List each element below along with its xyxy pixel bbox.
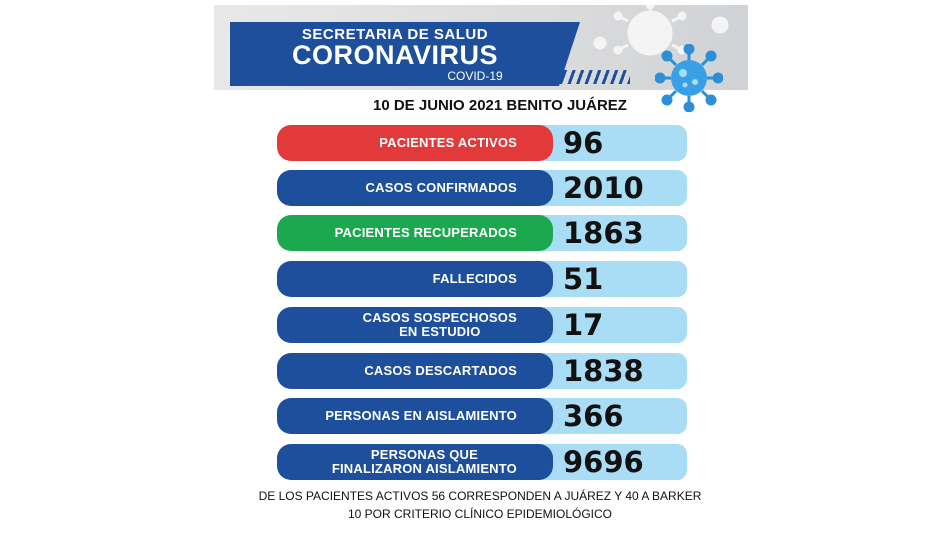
stat-label-line1: CASOS SOSPECHOSOS (362, 310, 517, 325)
stat-value: 366 (563, 399, 624, 433)
stat-label-pill: PERSONAS QUE FINALIZARON AISLAMIENTO (277, 444, 553, 480)
header-title-panel (230, 22, 580, 86)
coronavirus-icon (655, 44, 723, 112)
stat-label-pill: PACIENTES RECUPERADOS (277, 215, 553, 251)
stat-label-pill: CASOS CONFIRMADOS (277, 170, 553, 206)
stat-label: PERSONAS EN AISLAMIENTO (325, 408, 517, 423)
footnote-line2: 10 POR CRITERIO CLÍNICO EPIDEMIOLÓGICO (347, 507, 613, 521)
stat-value: 17 (563, 308, 604, 342)
stat-label-pill: FALLECIDOS (277, 261, 553, 297)
stat-value: 2010 (563, 171, 644, 205)
stat-value: 96 (563, 126, 604, 160)
stat-value: 9696 (563, 445, 644, 479)
stat-label: FALLECIDOS (432, 271, 517, 286)
faint-virus-icon (593, 5, 729, 56)
stat-value: 51 (563, 262, 604, 296)
stat-value: 1838 (563, 354, 644, 388)
stat-value: 1863 (563, 216, 644, 250)
stat-row-suspected: CASOS SOSPECHOSOS EN ESTUDIO 17 (277, 307, 687, 343)
header-subtitle: SECRETARIA DE SALUD (301, 26, 489, 43)
stat-label-line2: EN ESTUDIO (399, 324, 481, 339)
stat-label-pill: PACIENTES ACTIVOS (277, 125, 553, 161)
date-location-title: 10 DE JUNIO 2021 BENITO JUÁREZ (373, 97, 627, 114)
stat-label-pill: CASOS DESCARTADOS (277, 353, 553, 389)
header-covid-label: COVID-19 (447, 69, 503, 83)
stat-label-pill: CASOS SOSPECHOSOS EN ESTUDIO (277, 307, 553, 343)
stat-row-recovered: PACIENTES RECUPERADOS 1863 (277, 215, 687, 251)
stat-label: PACIENTES RECUPERADOS (334, 225, 517, 240)
stat-row-discarded: CASOS DESCARTADOS 1838 (277, 353, 687, 389)
stat-label: CASOS CONFIRMADOS (365, 180, 517, 195)
stat-row-isolation: PERSONAS EN AISLAMIENTO 366 (277, 398, 687, 434)
decorative-stripes (530, 70, 630, 84)
stat-label-pill: PERSONAS EN AISLAMIENTO (277, 398, 553, 434)
stat-label: PACIENTES ACTIVOS (379, 135, 517, 150)
stat-label-line2: FINALIZARON AISLAMIENTO (331, 461, 517, 476)
stat-row-confirmed: CASOS CONFIRMADOS 2010 (277, 170, 687, 206)
stat-label: CASOS DESCARTADOS (364, 363, 517, 378)
stat-row-deceased: FALLECIDOS 51 (277, 261, 687, 297)
stat-row-finished-isolation: PERSONAS QUE FINALIZARON AISLAMIENTO 969… (277, 444, 687, 480)
stat-row-active: PACIENTES ACTIVOS 96 (277, 125, 687, 161)
stat-label: CASOS SOSPECHOSOS EN ESTUDIO (363, 311, 517, 339)
header-title: CORONAVIRUS (291, 40, 498, 70)
footnote-line1: DE LOS PACIENTES ACTIVOS 56 CORRESPONDEN… (258, 489, 702, 503)
stat-label: PERSONAS QUE FINALIZARON AISLAMIENTO (332, 448, 517, 476)
stat-label-line1: PERSONAS QUE (370, 447, 478, 462)
